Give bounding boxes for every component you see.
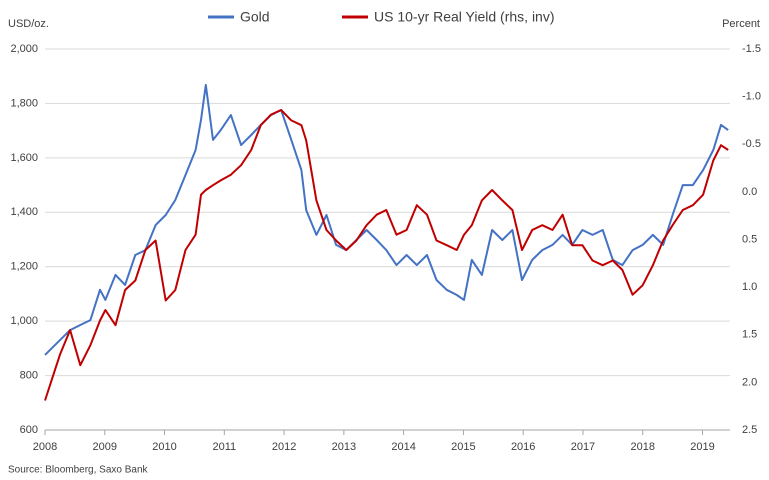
x-tick-label: 2011 — [212, 441, 236, 453]
legend: Gold US 10-yr Real Yield (rhs, inv) — [208, 9, 555, 25]
x-tick-label: 2019 — [690, 441, 714, 453]
y-tick-label: 1,600 — [10, 152, 38, 164]
y-axis-label: USD/oz. — [8, 18, 49, 30]
legend-label: US 10-yr Real Yield (rhs, inv) — [374, 9, 555, 25]
y2-tick-label: 2.5 — [742, 424, 757, 436]
x-tick-label: 2013 — [332, 441, 356, 453]
series-line — [44, 109, 729, 401]
x-tick-label: 2010 — [152, 441, 176, 453]
y-tick-label: 800 — [20, 369, 38, 381]
y2-tick-label: 2.0 — [742, 376, 757, 388]
y2-tick-label: 1.5 — [742, 329, 757, 341]
y-tick-label: 2,000 — [10, 43, 38, 55]
y2-axis-label: Percent — [722, 18, 760, 30]
y-tick-label: 1,400 — [10, 206, 38, 218]
y2-tick-label: -0.5 — [742, 138, 761, 150]
x-tick-label: 2009 — [93, 441, 117, 453]
y2-tick-label: -1.0 — [742, 91, 761, 103]
y2-tick-label: -1.5 — [742, 43, 761, 55]
y-tick-label: 1,000 — [10, 315, 38, 327]
x-tick-label: 2017 — [571, 441, 595, 453]
x-tick-label: 2016 — [511, 441, 535, 453]
y2-tick-label: 1.0 — [742, 281, 757, 293]
source-note: Source: Bloomberg, Saxo Bank — [8, 465, 149, 476]
series-line — [44, 83, 729, 356]
x-tick-label: 2018 — [630, 441, 654, 453]
y-tick-label: 1,200 — [10, 261, 38, 273]
y-tick-label: 600 — [20, 424, 38, 436]
x-tick-label: 2015 — [451, 441, 475, 453]
x-tick-label: 2012 — [272, 441, 296, 453]
y2-tick-label: 0.0 — [742, 186, 757, 198]
y2-tick-label: 0.5 — [742, 233, 757, 245]
y-tick-label: 1,800 — [10, 97, 38, 109]
legend-label: Gold — [240, 9, 270, 25]
x-tick-label: 2008 — [33, 441, 57, 453]
x-tick-label: 2014 — [391, 441, 415, 453]
